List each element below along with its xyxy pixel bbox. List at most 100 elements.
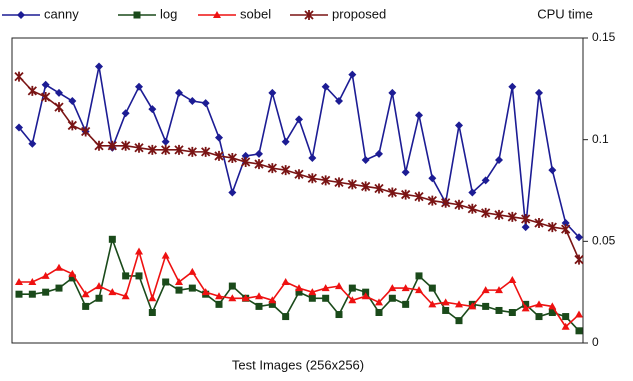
point: [42, 288, 50, 296]
point: [508, 309, 516, 316]
point: [188, 284, 196, 292]
point: [255, 149, 263, 158]
point: [361, 181, 371, 192]
point: [268, 296, 277, 304]
point: [95, 282, 103, 290]
point: [135, 272, 143, 280]
point: [81, 290, 90, 298]
point: [468, 302, 477, 310]
point: [175, 88, 183, 97]
point: [308, 153, 317, 162]
point: [68, 97, 77, 106]
point: [241, 294, 250, 302]
point: [415, 272, 423, 280]
point: [361, 156, 370, 164]
point: [334, 177, 344, 188]
point: [322, 294, 330, 302]
point: [348, 70, 357, 79]
point: [241, 151, 250, 160]
point: [187, 146, 197, 157]
point: [481, 286, 490, 294]
point: [575, 310, 583, 318]
point: [281, 165, 291, 176]
point: [442, 306, 450, 314]
point: [575, 233, 583, 242]
point: [135, 82, 143, 91]
point: [535, 313, 543, 321]
point: [147, 144, 157, 155]
point: [55, 284, 63, 292]
point: [41, 91, 51, 102]
point: [441, 197, 451, 208]
point: [321, 82, 330, 91]
point: [148, 294, 157, 302]
point: [321, 284, 330, 292]
point: [121, 140, 131, 151]
point: [575, 327, 583, 335]
point: [361, 292, 370, 300]
point: [387, 187, 397, 198]
point: [535, 88, 543, 97]
legend-marker: [304, 10, 314, 20]
point: [268, 300, 276, 308]
point: [148, 309, 156, 316]
point: [281, 137, 290, 146]
point: [521, 213, 531, 224]
point: [375, 309, 383, 316]
point: [41, 80, 50, 89]
point: [282, 313, 290, 321]
point: [495, 306, 503, 314]
point: [548, 166, 557, 175]
point: [135, 247, 143, 255]
point: [281, 278, 290, 285]
point: [415, 286, 423, 294]
point: [561, 224, 571, 235]
y-axis-label: CPU time: [537, 6, 593, 21]
point: [401, 284, 410, 292]
point: [455, 317, 463, 325]
point: [335, 311, 343, 319]
point: [401, 168, 410, 177]
point: [95, 62, 103, 71]
point: [14, 71, 24, 82]
point: [55, 263, 63, 271]
point: [561, 219, 570, 228]
point: [161, 137, 170, 146]
point: [215, 133, 223, 142]
point: [307, 173, 317, 184]
point: [401, 189, 411, 200]
point: [15, 290, 23, 298]
point: [388, 294, 396, 302]
point: [508, 82, 517, 91]
point: [522, 300, 530, 308]
point: [454, 199, 464, 210]
point: [414, 191, 424, 202]
legend-marker: [213, 11, 221, 18]
point: [175, 286, 183, 294]
point: [388, 88, 397, 97]
point: [268, 88, 277, 97]
point: [254, 159, 264, 170]
point: [415, 111, 423, 120]
point: [215, 292, 223, 300]
point: [455, 300, 463, 308]
point: [574, 254, 584, 265]
point: [108, 288, 117, 296]
point: [348, 284, 356, 292]
point: [427, 195, 437, 206]
x-axis-label: Test Images (256x256): [232, 357, 364, 372]
point: [41, 271, 50, 279]
point: [55, 88, 63, 97]
point: [15, 278, 23, 285]
point: [161, 251, 170, 259]
point: [107, 140, 117, 151]
point: [295, 288, 303, 296]
point: [121, 109, 130, 118]
point: [82, 302, 90, 310]
point: [28, 278, 37, 285]
point: [94, 140, 104, 151]
point: [228, 282, 236, 290]
point: [508, 275, 517, 283]
point: [255, 292, 263, 300]
